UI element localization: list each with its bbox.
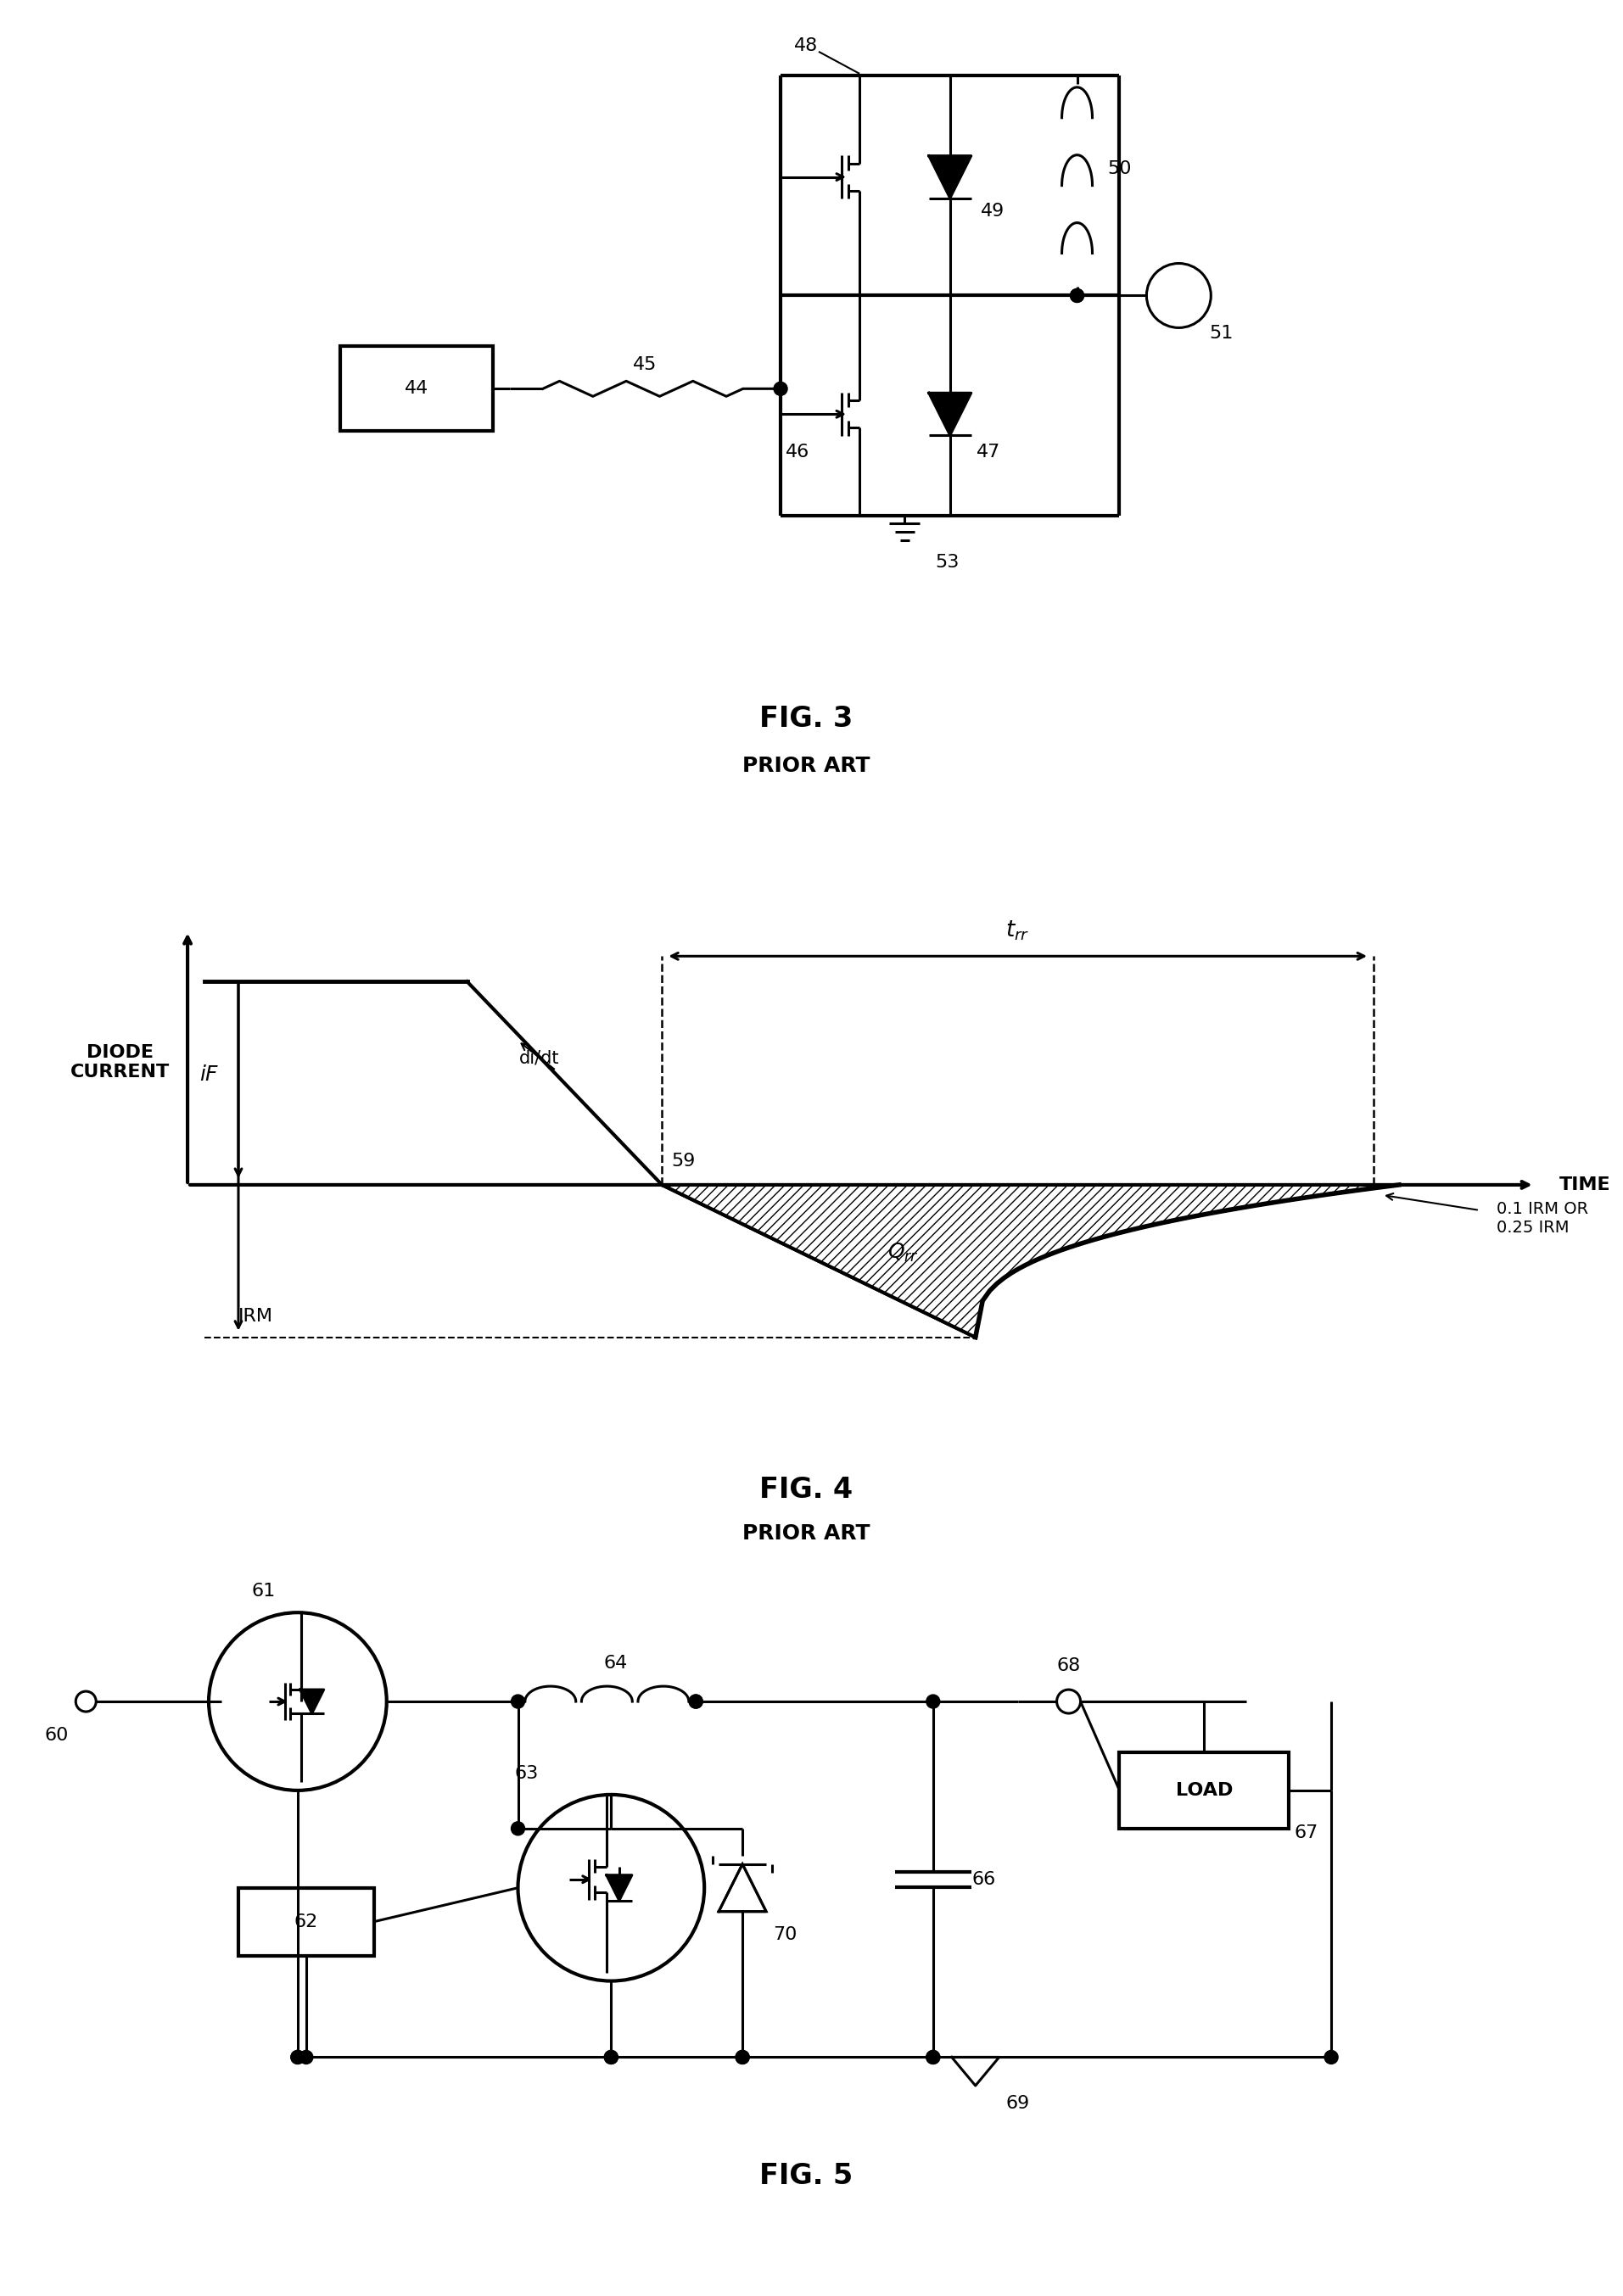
Circle shape: [511, 1821, 524, 1835]
Text: PRIOR ART: PRIOR ART: [742, 1525, 870, 1543]
Circle shape: [1070, 289, 1084, 303]
Text: FIG. 3: FIG. 3: [760, 705, 852, 732]
Text: 0.1 IRM OR
0.25 IRM: 0.1 IRM OR 0.25 IRM: [1496, 1201, 1589, 1235]
Text: 70: 70: [773, 1926, 797, 1942]
Text: 50: 50: [1107, 161, 1131, 177]
Circle shape: [604, 2050, 618, 2064]
Text: 67: 67: [1294, 1825, 1318, 1841]
Circle shape: [299, 2050, 313, 2064]
Text: 44: 44: [404, 381, 428, 397]
Text: 47: 47: [975, 443, 1000, 461]
Circle shape: [774, 381, 787, 395]
Polygon shape: [607, 1876, 631, 1901]
Polygon shape: [928, 393, 971, 436]
Bar: [341, 347, 492, 432]
Text: 66: 66: [972, 1871, 997, 1887]
Text: 45: 45: [633, 356, 657, 374]
Circle shape: [291, 2050, 305, 2064]
Bar: [1120, 1752, 1289, 1828]
Circle shape: [735, 2050, 750, 2064]
Text: 59: 59: [672, 1153, 695, 1169]
Text: 63: 63: [514, 1766, 539, 1782]
Text: FIG. 4: FIG. 4: [760, 1476, 852, 1504]
Text: 51: 51: [1209, 326, 1233, 342]
Polygon shape: [662, 1185, 1399, 1336]
Text: 60: 60: [44, 1727, 68, 1745]
Text: $Q_{rr}$: $Q_{rr}$: [888, 1242, 919, 1263]
Text: 49: 49: [980, 202, 1005, 220]
Bar: [239, 1887, 373, 1956]
Text: 69: 69: [1006, 2096, 1029, 2112]
Text: 68: 68: [1057, 1658, 1081, 1674]
Text: IRM: IRM: [239, 1309, 273, 1325]
Text: TIME: TIME: [1560, 1176, 1612, 1194]
Text: FIG. 5: FIG. 5: [760, 2163, 852, 2190]
Circle shape: [604, 2050, 618, 2064]
Circle shape: [1324, 2050, 1337, 2064]
Polygon shape: [300, 1690, 323, 1713]
Circle shape: [291, 2050, 305, 2064]
Text: 62: 62: [294, 1913, 318, 1931]
Circle shape: [927, 2050, 940, 2064]
Text: 53: 53: [935, 553, 959, 572]
Circle shape: [1070, 289, 1084, 303]
Circle shape: [735, 2050, 750, 2064]
Text: 64: 64: [604, 1655, 628, 1671]
Circle shape: [927, 1694, 940, 1708]
Text: di/dt: di/dt: [519, 1049, 560, 1065]
Text: LOAD: LOAD: [1175, 1782, 1233, 1798]
Text: 61: 61: [252, 1582, 276, 1600]
Text: 48: 48: [794, 37, 818, 55]
Text: iF: iF: [200, 1065, 217, 1086]
Circle shape: [511, 1694, 524, 1708]
Circle shape: [927, 2050, 940, 2064]
Circle shape: [690, 1694, 703, 1708]
Polygon shape: [928, 156, 971, 197]
Text: $t_{rr}$: $t_{rr}$: [1006, 918, 1031, 941]
Text: PRIOR ART: PRIOR ART: [742, 755, 870, 776]
Circle shape: [690, 1694, 703, 1708]
Text: DIODE
CURRENT: DIODE CURRENT: [70, 1045, 169, 1081]
Text: 46: 46: [786, 443, 810, 461]
